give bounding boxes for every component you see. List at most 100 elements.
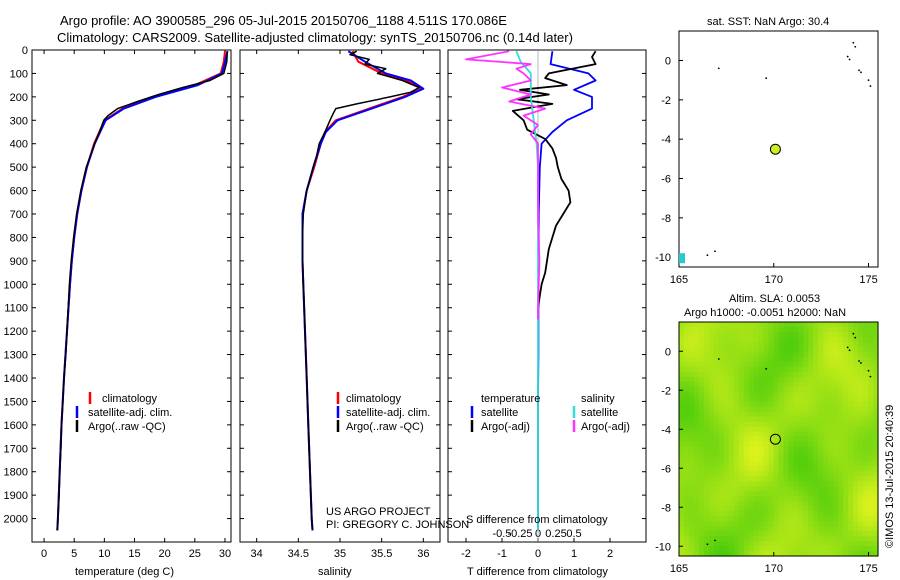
sla-heatmap-cell	[838, 471, 844, 477]
sla-heatmap-cell	[853, 346, 859, 353]
sla-heatmap-cell	[763, 416, 770, 423]
sla-heatmap-cell	[683, 336, 690, 343]
sla-heatmap-cell	[848, 416, 854, 423]
sla-heatmap-cell	[793, 416, 799, 423]
difference-s-tick-label: -0.25	[507, 528, 532, 540]
sla-heatmap-cell	[703, 366, 710, 373]
sla-heatmap-cell	[728, 361, 735, 368]
sla-heatmap-cell	[853, 476, 859, 482]
sla-heatmap-cell	[708, 551, 715, 557]
sla-heatmap-cell	[768, 416, 775, 423]
sla-heatmap-cell	[718, 436, 725, 443]
depth-tick-label: 400	[10, 139, 28, 151]
sla-heatmap-cell	[698, 401, 705, 408]
sla-heatmap-cell	[683, 341, 690, 348]
sla-heatmap-cell	[858, 356, 864, 363]
sla-heatmap-cell	[723, 391, 730, 398]
sla-heatmap-cell	[703, 421, 710, 428]
sla-heatmap-cell	[708, 466, 715, 472]
sla-heatmap-cell	[728, 546, 735, 552]
sla-heatmap-cell	[773, 361, 780, 368]
sla-heatmap-cell	[738, 406, 745, 413]
sla-heatmap-cell	[813, 446, 819, 453]
sla-heatmap-cell	[863, 506, 869, 512]
sla-heatmap-cell	[718, 386, 725, 393]
sla-heatmap-cell	[778, 501, 785, 507]
sla-heatmap-cell	[748, 331, 755, 338]
sla-heatmap-cell	[808, 456, 814, 463]
sla-heatmap-cell	[843, 476, 849, 482]
sla-heatmap-cell	[818, 491, 824, 497]
sla-heatmap-cell	[778, 486, 785, 492]
sst-map-y-tick-label: 0	[665, 56, 671, 68]
sla-heatmap-cell	[858, 541, 864, 547]
sla-heatmap-cell	[703, 546, 710, 552]
legend-label-sal-satellite: satellite	[581, 407, 618, 419]
sla-heatmap-cell	[863, 451, 869, 458]
sla-heatmap-cell	[688, 441, 695, 448]
sla-heatmap-cell	[853, 371, 859, 378]
sla-heatmap-cell	[863, 431, 869, 438]
sla-heatmap-cell	[788, 541, 795, 547]
sla-heatmap-cell	[833, 351, 839, 358]
sla-heatmap-cell	[683, 371, 690, 378]
sla-heatmap-cell	[778, 426, 785, 433]
sla-heatmap-cell	[838, 456, 844, 463]
sla-heatmap-cell	[748, 446, 755, 453]
sla-heatmap-cell	[788, 466, 795, 472]
sla-heatmap-cell	[738, 356, 745, 363]
sla-heatmap-cell	[753, 481, 760, 487]
sla-heatmap-cell	[853, 506, 859, 512]
sla-heatmap-cell	[833, 486, 839, 492]
sla-heatmap-cell	[838, 531, 844, 537]
sla-heatmap-cell	[773, 351, 780, 358]
sla-heatmap-cell	[833, 536, 839, 542]
sla-heatmap-cell	[778, 506, 785, 512]
sla-heatmap-cell	[798, 436, 804, 443]
sla-heatmap-cell	[748, 536, 755, 542]
sla-heatmap-cell	[773, 491, 780, 497]
sla-heatmap-cell	[833, 326, 839, 333]
sla-heatmap-cell	[848, 526, 854, 532]
sla-heatmap-cell	[808, 341, 814, 348]
sla-heatmap-cell	[753, 336, 760, 343]
sla-heatmap-cell	[818, 406, 824, 413]
sla-heatmap-cell	[713, 481, 720, 487]
sla-heatmap-cell	[813, 371, 819, 378]
sla-heatmap-cell	[838, 536, 844, 542]
sla-heatmap-cell	[813, 506, 819, 512]
sla-heatmap-cell	[723, 401, 730, 408]
sla-heatmap-cell	[693, 551, 700, 557]
sla-heatmap-cell	[788, 446, 795, 453]
sla-heatmap-cell	[738, 511, 745, 517]
sla-heatmap-cell	[708, 331, 715, 338]
sla-heatmap-cell	[723, 371, 730, 378]
sla-heatmap-cell	[858, 406, 864, 413]
salinity-x-axis: 34 34.5 35 35.5 36	[251, 50, 429, 560]
sla-heatmap-cell	[838, 461, 844, 467]
sla-heatmap-cell	[873, 381, 879, 388]
sla-heatmap-cell	[828, 476, 834, 482]
sla-heatmap-cell	[733, 326, 740, 333]
sla-heatmap-cell	[798, 516, 804, 522]
sla-heatmap-cell	[828, 451, 834, 458]
series-line-temperature-satellite	[537, 51, 597, 531]
sla-heatmap-cell	[783, 426, 790, 433]
sla-heatmap-cell	[703, 491, 710, 497]
sla-heatmap-cell	[838, 366, 844, 373]
sla-heatmap-cell	[858, 411, 864, 418]
sla-heatmap-cell	[703, 451, 710, 458]
sla-heatmap-cell	[693, 341, 700, 348]
sla-heatmap-cell	[743, 391, 750, 398]
sla-heatmap-cell	[733, 351, 740, 358]
sla-heatmap-cell	[793, 376, 799, 383]
sla-heatmap-cell	[863, 471, 869, 477]
sla-heatmap-cell	[808, 322, 814, 328]
sla-heatmap-cell	[803, 536, 809, 542]
sla-heatmap-cell	[783, 361, 790, 368]
sla-heatmap-cell	[848, 411, 854, 418]
sla-heatmap-cell	[763, 421, 770, 428]
sla-heatmap-cell	[813, 496, 819, 502]
sla-heatmap-cell	[758, 341, 765, 348]
sla-heatmap-cell	[703, 446, 710, 453]
